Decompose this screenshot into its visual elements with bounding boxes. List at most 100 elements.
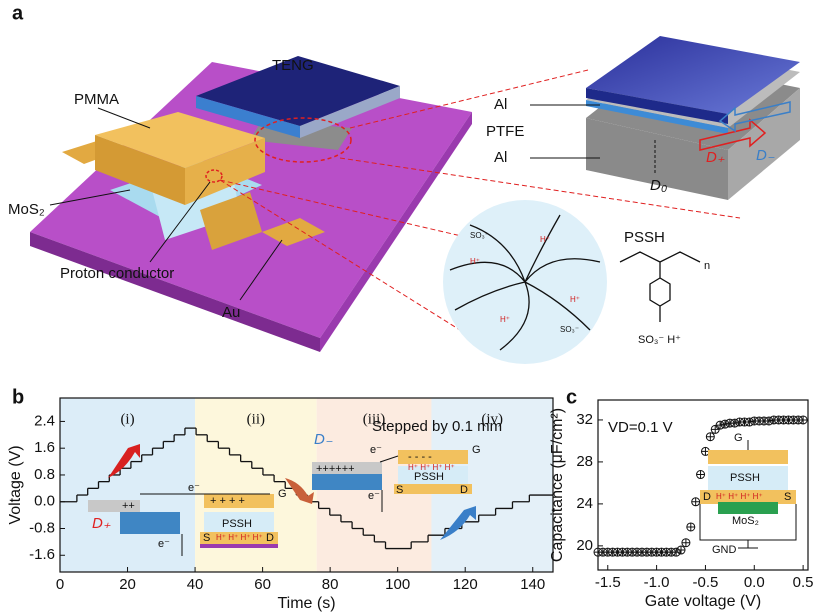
x-tick-label: -1.5 xyxy=(595,574,621,591)
inset-channel xyxy=(394,484,472,494)
panel-label: a xyxy=(12,2,24,24)
label: TENG xyxy=(272,57,314,74)
label: Al xyxy=(494,96,507,113)
y-tick-label: 2.4 xyxy=(34,412,55,429)
inset-electrolyte xyxy=(708,466,788,490)
substrate-edge xyxy=(320,112,472,352)
annotation: e⁻ xyxy=(188,482,200,494)
marker xyxy=(798,415,808,425)
annotation: Stepped by 0.1 mm xyxy=(372,418,502,435)
pointer xyxy=(239,239,283,301)
label: PMMA xyxy=(74,91,119,108)
plot-frame xyxy=(597,399,809,571)
au-electrode xyxy=(200,192,262,250)
annotation: PSSH xyxy=(222,518,252,530)
inset-electrolyte xyxy=(204,512,274,534)
label: SO₃⁻ H⁺ xyxy=(638,334,681,346)
region-label: (iv) xyxy=(481,411,503,427)
pointer xyxy=(149,181,211,263)
label: SO₃⁻ xyxy=(470,231,489,240)
annotation: G xyxy=(734,432,743,444)
zoom-ellipse xyxy=(205,169,223,183)
x-axis-label: Time (s) xyxy=(277,595,335,612)
annotation: ++ xyxy=(122,500,135,512)
annotation: - - - - xyxy=(408,451,432,463)
x-tick-label: 0.0 xyxy=(744,574,765,591)
label: Al xyxy=(494,149,507,166)
plot-frame xyxy=(59,397,554,573)
pmma-top xyxy=(95,112,265,168)
zoom-line xyxy=(339,157,741,219)
zoom-top xyxy=(586,36,800,114)
y-tick-label: 32 xyxy=(576,411,593,428)
marker xyxy=(671,547,681,557)
y-tick-label: 20 xyxy=(576,537,593,554)
label: PSSH xyxy=(624,229,665,246)
label: MoS₂ xyxy=(8,201,45,218)
inset-plate xyxy=(120,512,180,534)
marker xyxy=(710,424,720,434)
annotation: MoS₂ xyxy=(732,515,759,527)
y-axis-label: Voltage (V) xyxy=(7,445,24,524)
inset-mos2 xyxy=(718,502,778,514)
x-tick-label: -0.5 xyxy=(693,574,719,591)
zoom-ellipse xyxy=(254,117,352,163)
inset-plate xyxy=(312,474,382,490)
annotation: e⁻ xyxy=(370,444,382,456)
d-minus-arrow xyxy=(718,101,791,133)
substrate-edge xyxy=(30,232,320,352)
y-tick-label: 0.0 xyxy=(34,493,55,510)
label: PTFE xyxy=(486,123,524,140)
teng-top xyxy=(196,56,400,126)
annotation: D₊ xyxy=(92,515,111,532)
annotation: G xyxy=(472,444,481,456)
annotation: D₋ xyxy=(314,431,333,448)
region xyxy=(60,398,196,572)
y-tick-label: 1.6 xyxy=(34,439,55,456)
device-diagram xyxy=(30,36,800,364)
y-tick-label: -1.6 xyxy=(29,546,55,563)
marker xyxy=(681,538,691,548)
annotation: S xyxy=(784,491,791,503)
wire xyxy=(379,455,399,463)
label: H⁺ xyxy=(500,315,510,324)
annotation: PSSH xyxy=(730,472,760,484)
marker xyxy=(686,522,696,532)
inset-substrate xyxy=(200,544,278,548)
annotation: D xyxy=(266,532,274,544)
label: n xyxy=(704,260,710,272)
teng-side xyxy=(196,96,300,138)
annotation: ++++++ xyxy=(316,463,355,475)
annotation: + + + + xyxy=(210,495,245,507)
marker xyxy=(705,432,715,442)
d-plus-arrow xyxy=(699,118,767,151)
inset-channel xyxy=(700,490,796,504)
annotation: D xyxy=(703,491,711,503)
inset-channel xyxy=(200,532,278,544)
pointer xyxy=(49,189,131,206)
marker xyxy=(720,419,730,429)
label: Au xyxy=(222,304,240,321)
annotation: e⁻ xyxy=(368,490,380,502)
label: Proton conductor xyxy=(60,265,174,282)
x-axis-label: Gate voltage (V) xyxy=(645,593,762,610)
x-tick-label: 60 xyxy=(254,576,271,593)
inset-gate xyxy=(204,494,274,508)
x-tick-label: 0.5 xyxy=(793,574,814,591)
y-tick-label: 0.8 xyxy=(34,466,55,483)
x-tick-label: 40 xyxy=(187,576,204,593)
region-label: (iii) xyxy=(363,411,386,427)
annotation: S xyxy=(203,532,210,544)
marker xyxy=(691,497,701,507)
label: D₋ xyxy=(756,147,775,164)
region-label: (ii) xyxy=(247,411,265,427)
region-label: (i) xyxy=(120,411,134,427)
zoom-ptfe xyxy=(586,100,728,134)
x-tick-label: 140 xyxy=(520,576,545,593)
y-tick-label: 28 xyxy=(576,453,593,470)
y-axis-label: Capacitance (μF/cm²) xyxy=(549,408,566,562)
annotation: H⁺ H⁺ H⁺ H⁺ xyxy=(408,463,455,472)
x-tick-label: 80 xyxy=(322,576,339,593)
y-tick-label: 24 xyxy=(576,495,593,512)
annotation: H⁺ H⁺ H⁺ H⁺ xyxy=(216,533,263,542)
